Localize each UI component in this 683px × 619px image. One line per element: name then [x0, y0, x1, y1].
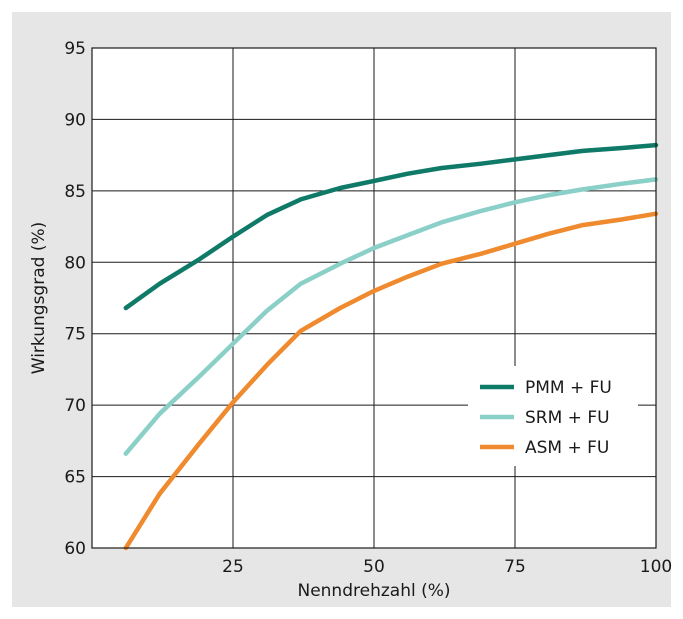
series-line-1 — [123, 142, 659, 311]
x-axis-label: Nenndrehzahl (%) — [297, 581, 450, 601]
legend-label-3: ASM + FU — [525, 438, 609, 458]
y-tick-80: 80 — [64, 253, 86, 273]
x-tick-100: 100 — [640, 557, 672, 577]
y-tick-75: 75 — [64, 325, 86, 345]
y-tick-95: 95 — [64, 39, 86, 59]
series-lines — [123, 142, 659, 551]
series-line-3 — [123, 211, 659, 551]
legend-label-1: PMM + FU — [525, 378, 612, 398]
y-tick-90: 90 — [64, 110, 86, 130]
x-tick-25: 25 — [222, 557, 244, 577]
legend: PMM + FU SRM + FU ASM + FU — [468, 366, 638, 466]
y-tick-65: 65 — [64, 468, 86, 488]
y-tick-85: 85 — [64, 182, 86, 202]
series-line-2 — [123, 177, 659, 456]
x-tick-labels: 25 50 75 100 — [222, 557, 672, 577]
y-tick-labels: 60 65 70 75 80 85 90 95 — [64, 39, 86, 559]
y-tick-70: 70 — [64, 396, 86, 416]
y-axis-label: Wirkungsgrad (%) — [29, 222, 49, 374]
x-tick-75: 75 — [504, 557, 526, 577]
y-tick-60: 60 — [64, 539, 86, 559]
plot-frame — [91, 47, 657, 549]
legend-label-2: SRM + FU — [525, 408, 610, 428]
x-tick-50: 50 — [363, 557, 385, 577]
